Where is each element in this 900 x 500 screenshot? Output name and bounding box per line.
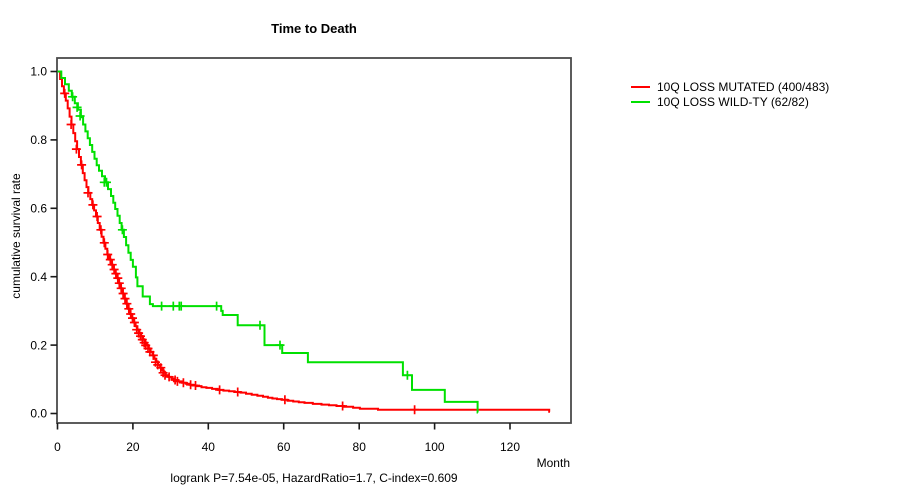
censor-mark xyxy=(118,289,128,298)
censor-mark xyxy=(113,273,123,283)
censor-mark xyxy=(77,160,87,170)
plot-box xyxy=(56,57,572,424)
censor-mark xyxy=(124,304,134,314)
censor-mark xyxy=(402,370,412,380)
x-tick-label: 40 xyxy=(202,440,216,454)
censor-mark xyxy=(75,111,85,121)
censor-mark xyxy=(111,269,121,279)
censor-mark xyxy=(156,363,166,373)
censor-mark xyxy=(157,301,167,311)
censor-mark xyxy=(191,381,200,390)
censor-mark xyxy=(114,278,124,288)
censor-mark xyxy=(128,313,137,323)
legend-label-wildtype: 10Q LOSS WILD-TY (62/82) xyxy=(657,94,809,109)
censor-mark xyxy=(122,299,132,309)
censor-mark xyxy=(275,340,285,350)
legend-entry-mutated: 10Q LOSS MUTATED (400/483) xyxy=(631,79,829,94)
censor-mark xyxy=(116,283,126,293)
censor-mark xyxy=(129,318,139,327)
censor-mark xyxy=(172,376,182,386)
legend-line-swatch-green xyxy=(631,100,650,103)
censor-mark xyxy=(338,401,348,411)
censor-mark xyxy=(280,395,290,405)
y-tick-label: 0.2 xyxy=(30,338,47,352)
chart-title: Time to Death xyxy=(271,21,357,36)
censor-mark xyxy=(88,200,98,210)
legend: 10Q LOSS MUTATED (400/483) 10Q LOSS WILD… xyxy=(631,79,829,109)
y-tick-label: 0.8 xyxy=(30,133,47,147)
x-tick-label: 120 xyxy=(500,440,520,454)
censor-mark xyxy=(164,372,174,382)
x-tick-label: 20 xyxy=(126,440,140,454)
censor-mark xyxy=(126,309,136,319)
censor-mark xyxy=(107,260,117,270)
x-tick-label: 80 xyxy=(353,440,367,454)
y-tick-label: 0.4 xyxy=(30,270,47,284)
legend-entry-wildtype: 10Q LOSS WILD-TY (62/82) xyxy=(631,94,829,109)
censor-mark xyxy=(102,177,111,187)
censor-mark xyxy=(96,225,106,235)
censor-mark xyxy=(99,238,109,248)
censor-mark xyxy=(233,387,243,397)
censor-mark xyxy=(212,301,222,311)
censor-mark xyxy=(176,301,186,311)
censor-mark xyxy=(410,405,420,415)
censor-mark xyxy=(60,88,70,98)
censor-mark xyxy=(66,120,76,129)
censor-mark xyxy=(255,320,265,330)
censor-mark xyxy=(92,212,102,221)
km-curve-mutated xyxy=(57,70,551,413)
censor-mark xyxy=(120,294,130,304)
censor-mark xyxy=(105,255,115,265)
censor-mark xyxy=(103,250,113,259)
censor-mark xyxy=(117,225,127,235)
censor-mark xyxy=(71,144,81,154)
y-tick-label: 0.6 xyxy=(30,202,47,216)
legend-line-swatch-red xyxy=(631,85,650,88)
censor-mark xyxy=(148,350,158,360)
censor-mark xyxy=(215,385,225,395)
x-tick-label: 100 xyxy=(425,440,445,454)
censor-mark xyxy=(72,102,82,112)
stats-annotation: logrank P=7.54e-05, HazardRatio=1.7, C-i… xyxy=(170,471,458,485)
x-axis-label: Month xyxy=(536,456,570,470)
censor-mark xyxy=(178,378,188,388)
legend-label-mutated: 10Q LOSS MUTATED (400/483) xyxy=(657,79,830,94)
censor-mark xyxy=(109,265,119,274)
x-tick-label: 0 xyxy=(54,440,61,454)
y-axis-label: cumulative survival rate xyxy=(9,173,23,299)
km-curve-wildtype xyxy=(57,70,479,414)
y-tick-label: 1.0 xyxy=(30,65,47,79)
censor-mark xyxy=(68,92,78,102)
censor-mark xyxy=(160,370,170,380)
x-tick-label: 60 xyxy=(277,440,291,454)
censor-mark xyxy=(83,188,93,198)
y-tick-label: 0.0 xyxy=(30,407,47,421)
